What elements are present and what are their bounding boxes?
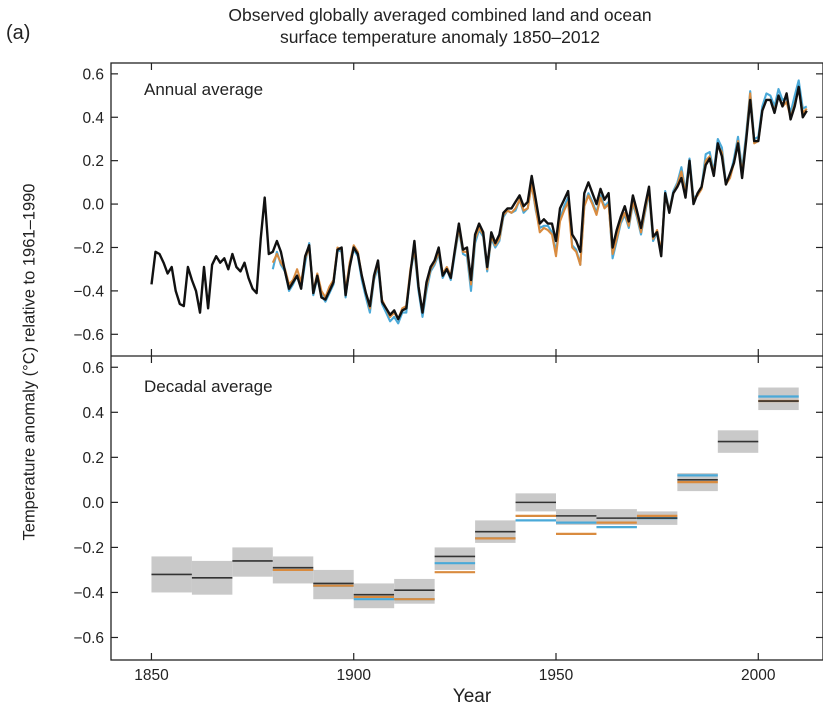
decadal-y-tick-label: 0.6 xyxy=(82,360,104,377)
chart-title: Observed globally averaged combined land… xyxy=(110,4,770,48)
annual-y-tick-label: 0.2 xyxy=(82,153,104,170)
annual-y-tick-label: 0.6 xyxy=(82,66,104,83)
annual-y-tick-label: −0.4 xyxy=(73,283,104,300)
decade-uncertainty-band xyxy=(758,387,799,411)
panel-title-decadal: Decadal average xyxy=(144,377,273,396)
decadal-y-tick-label: −0.2 xyxy=(73,540,104,557)
decade-uncertainty-band xyxy=(353,583,395,609)
black-dataset-line xyxy=(150,85,808,321)
decadal-y-tick-label: −0.4 xyxy=(73,585,104,602)
decade-uncertainty-band xyxy=(232,547,273,577)
orange-dataset-line xyxy=(271,87,808,321)
x-axis-label: Year xyxy=(452,686,492,707)
decadal-y-tick-label: 0.4 xyxy=(82,405,104,422)
decade-uncertainty-band xyxy=(556,509,597,525)
blue-dataset-line xyxy=(271,79,808,325)
x-tick-label: 1900 xyxy=(336,667,371,684)
chart-title-line-1: Observed globally averaged combined land… xyxy=(228,5,652,25)
decadal-y-tick-label: 0.2 xyxy=(82,450,104,467)
x-tick-label: 2000 xyxy=(741,667,776,684)
decade-uncertainty-band xyxy=(596,509,637,525)
annual-y-tick-label: 0.0 xyxy=(82,197,104,214)
x-tick-label: 1950 xyxy=(539,667,574,684)
x-tick-label: 1850 xyxy=(134,667,169,684)
decadal-y-tick-label: −0.6 xyxy=(73,630,104,647)
decade-uncertainty-band xyxy=(434,547,476,570)
decade-uncertainty-band xyxy=(313,569,354,600)
annual-y-tick-label: −0.2 xyxy=(73,240,104,257)
annual-y-tick-label: −0.6 xyxy=(73,327,104,344)
decadal-y-tick-label: 0.0 xyxy=(82,495,104,512)
annual-y-tick-label: 0.4 xyxy=(82,110,104,127)
chart-title-line-2: surface temperature anomaly 1850–2012 xyxy=(279,27,601,47)
panel-title-annual: Annual average xyxy=(144,80,263,99)
panel-label: (a) xyxy=(6,22,31,44)
plot-frame xyxy=(110,62,823,661)
